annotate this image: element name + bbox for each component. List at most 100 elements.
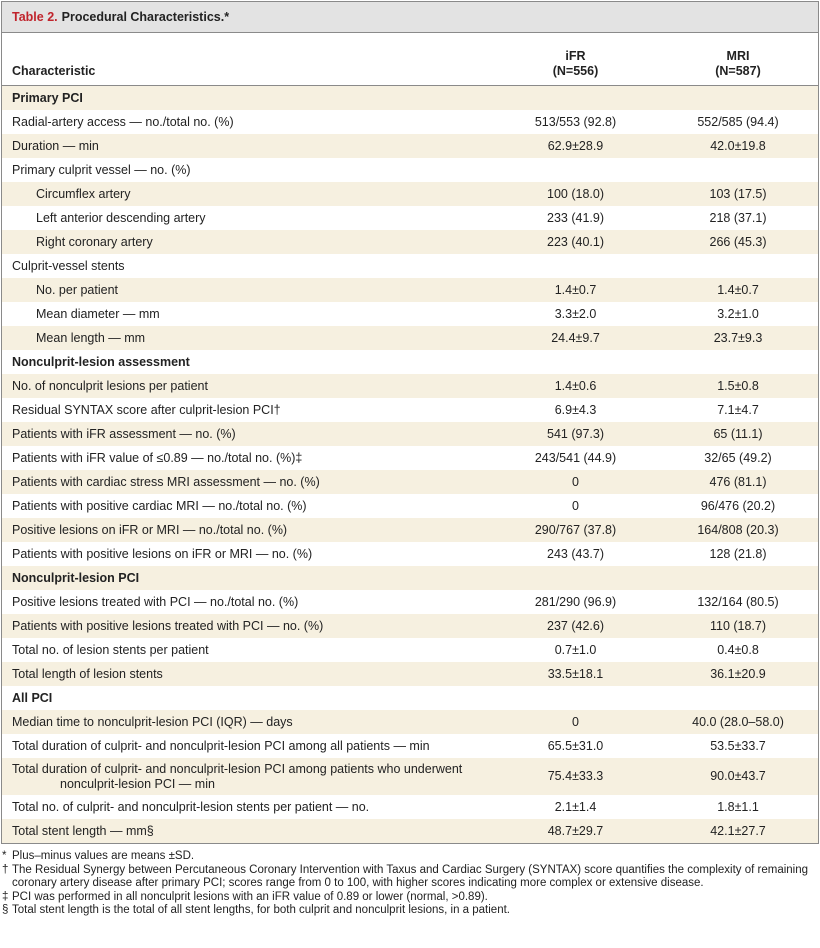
cell-value: 48.7±29.7 [493,819,658,843]
table-row: Radial-artery access — no./total no. (%)… [2,110,818,134]
cell-value: 128 (21.8) [709,546,767,561]
section-title: All PCI [12,690,53,705]
row-label: Patients with iFR value of ≤0.89 — no./t… [12,450,303,465]
table-row: Total no. of culprit- and nonculprit-les… [2,795,818,819]
row-label: Total no. of lesion stents per patient [12,642,209,657]
cell-value: 40.0 (28.0–58.0) [658,710,818,734]
table-body: Primary PCI Radial-artery access — no./to… [2,85,818,843]
cell-value: 42.0±19.8 [658,134,818,158]
cell-value: 33.5±18.1 [493,662,658,686]
cell-value: 233 (41.9) [547,210,604,225]
row-label: Patients with cardiac stress MRI assessm… [2,470,493,494]
cell-empty [493,254,658,278]
table-row: Right coronary artery 223 (40.1) 266 (45.3… [2,230,818,254]
section-title: Nonculprit-lesion assessment [12,354,190,369]
cell-value: 42.1±27.7 [658,819,818,843]
cell-value: 243/541 (44.9) [534,450,617,465]
table-frame: Table 2. Procedural Characteristics.* Cha… [1,1,819,844]
column-header: Characteristic [2,33,493,86]
row-label: Total duration of culprit- and nonculpri… [2,758,493,795]
row-label: Duration — min [2,134,493,158]
row-label: Positive lesions treated with PCI — no./… [12,594,299,609]
table: Characteristic iFR (N=556) MRI (N=587) Prim… [2,33,818,843]
cell-value: 1.4±0.7 [493,278,658,302]
table-row: Total duration of culprit- and nonculpri… [2,734,818,758]
footnotes: * Plus–minus values are means ±SD. † The Re… [2,850,814,918]
table-row: Primary PCI [2,85,818,110]
footnote-symbol: † [2,863,9,876]
cell-value: 62.9±28.9 [493,134,658,158]
table-header: Characteristic iFR (N=556) MRI (N=587) [2,33,818,86]
cell-value: 541 (97.3) [493,422,658,446]
table-number: Table 2. [12,10,58,24]
footnote-symbol: ‡ [2,890,9,903]
table-row: No. of nonculprit lesions per patient 1.4… [2,374,818,398]
row-label: Patients with iFR assessment — no. (%) [2,422,493,446]
cell-value: 281/290 (96.9) [534,594,617,609]
footnote-symbol: § [2,904,9,916]
cell-value: 1.4±0.6 [493,374,658,398]
table-row: Nonculprit-lesion assessment [2,350,818,374]
row-label: Radial-artery access — no./total no. (%) [12,114,234,129]
cell-value: 476 (81.1) [658,470,818,494]
cell-value: 1.4±0.7 [658,278,818,302]
cell-value: 32/65 (49.2) [704,450,772,465]
cell-value: 1.5±0.8 [658,374,818,398]
cell-value: 237 (42.6) [493,614,658,638]
section-title: Nonculprit-lesion PCI [2,566,818,590]
cell-value: 513/553 (92.8) [534,114,617,129]
table-row: Total no. of lesion stents per patient 0.… [2,638,818,662]
table-row: Total duration of culprit- and nonculpri… [2,758,818,795]
table-row: Total length of lesion stents 33.5±18.1 36… [2,662,818,686]
row-label: Primary culprit vessel — no. (%) [12,162,191,177]
table-row: Residual SYNTAX score after culprit-lesi… [2,398,818,422]
cell-value: 0 [493,470,658,494]
table-row: Median time to nonculprit-lesion PCI (IQ… [2,710,818,734]
row-label: Mean diameter — mm [36,306,160,321]
table-row: Patients with cardiac stress MRI assessm… [2,470,818,494]
row-label: No. per patient [2,278,493,302]
cell-value: 218 (37.1) [709,210,767,225]
footnote: ‡ PCI was performed in all nonculprit les… [2,891,814,905]
row-label: Residual SYNTAX score after culprit-lesi… [12,402,281,417]
header-row: Characteristic iFR (N=556) MRI (N=587) [2,33,818,86]
row-label: Circumflex artery [2,182,493,206]
table-row: Circumflex artery 100 (18.0) 103 (17.5) [2,182,818,206]
cell-value: 243 (43.7) [547,546,604,561]
group-name: iFR [565,49,586,63]
row-label: Right coronary artery [2,230,493,254]
cell-value: 132/164 (80.5) [697,594,779,609]
table-title: Table 2. Procedural Characteristics.* [2,2,818,33]
cell-value: 552/585 (94.4) [697,114,779,129]
cell-value: 3.2±1.0 [717,306,759,321]
footnote-text: Plus–minus values are means ±SD. [12,850,195,862]
row-label: Positive lesions on iFR or MRI — no./tot… [2,518,493,542]
cell-value: 24.4±9.7 [493,326,658,350]
table-row: Mean diameter — mm 3.3±2.0 3.2±1.0 [2,302,818,326]
table-row: Left anterior descending artery 233 (41.9… [2,206,818,230]
cell-value: 110 (18.7) [658,614,818,638]
footnote-text: The Residual Synergy between Percutaneou… [12,863,809,890]
cell-value: 90.0±43.7 [658,758,818,795]
cell-value: 65 (11.1) [658,422,818,446]
table-row: Patients with positive lesions treated w… [2,614,818,638]
section-title: Primary PCI [2,85,818,110]
table-row: Positive lesions treated with PCI — no./… [2,590,818,614]
group-name: MRI [726,49,750,63]
table-row: Patients with iFR value of ≤0.89 — no./t… [2,446,818,470]
cell-value: 223 (40.1) [493,230,658,254]
table-row: No. per patient 1.4±0.7 1.4±0.7 [2,278,818,302]
row-label: Patients with positive cardiac MRI — no.… [12,498,307,513]
table-row: Mean length — mm 24.4±9.7 23.7±9.3 [2,326,818,350]
cell-value: 65.5±31.0 [547,738,604,753]
row-label: No. of nonculprit lesions per patient [2,374,493,398]
table-row: Duration — min 62.9±28.9 42.0±19.8 [2,134,818,158]
cell-value: 96/476 (20.2) [700,498,776,513]
cell-value: 100 (18.0) [493,182,658,206]
row-label: Patients with positive lesions on iFR or… [12,546,313,561]
cell-value: 164/808 (20.3) [658,518,818,542]
column-header: MRI (N=587) [658,33,818,86]
cell-value: 36.1±20.9 [658,662,818,686]
row-label: Mean length — mm [2,326,493,350]
